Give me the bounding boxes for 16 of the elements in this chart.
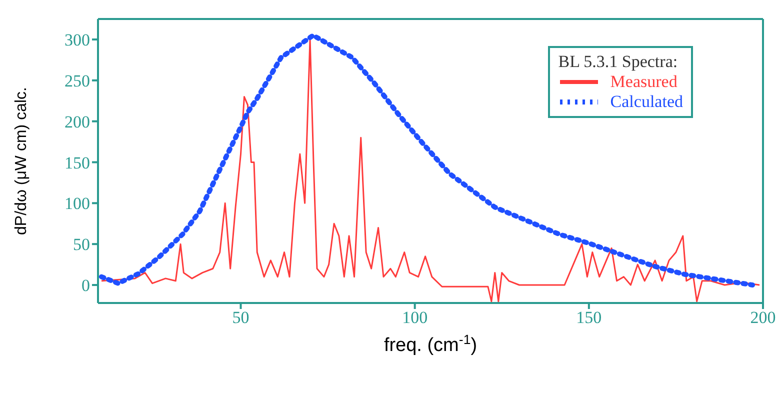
y-tick-label: 150 (64, 153, 90, 172)
y-axis-title: dP/dω (μW cm) calc. (13, 87, 30, 235)
y-tick-label: 200 (64, 112, 90, 132)
x-tick-label: 100 (402, 308, 428, 328)
y-tick-label: 250 (64, 71, 90, 90)
legend-label: Calculated (610, 92, 683, 112)
y-tick-label: 100 (64, 194, 90, 214)
legend-label: Measured (610, 72, 678, 92)
x-tick-label: 150 (576, 308, 602, 328)
y-tick-label: 300 (64, 30, 90, 50)
y-tick-label: 50 (73, 235, 90, 254)
y-tick-label: 0 (82, 276, 90, 296)
x-tick-label: 200 (750, 308, 776, 328)
x-tick-label: 50 (232, 308, 250, 328)
legend-title: BL 5.3.1 Spectra: (558, 52, 679, 72)
x-axis-title: freq. (cm$^{-1}$) (384, 332, 478, 356)
